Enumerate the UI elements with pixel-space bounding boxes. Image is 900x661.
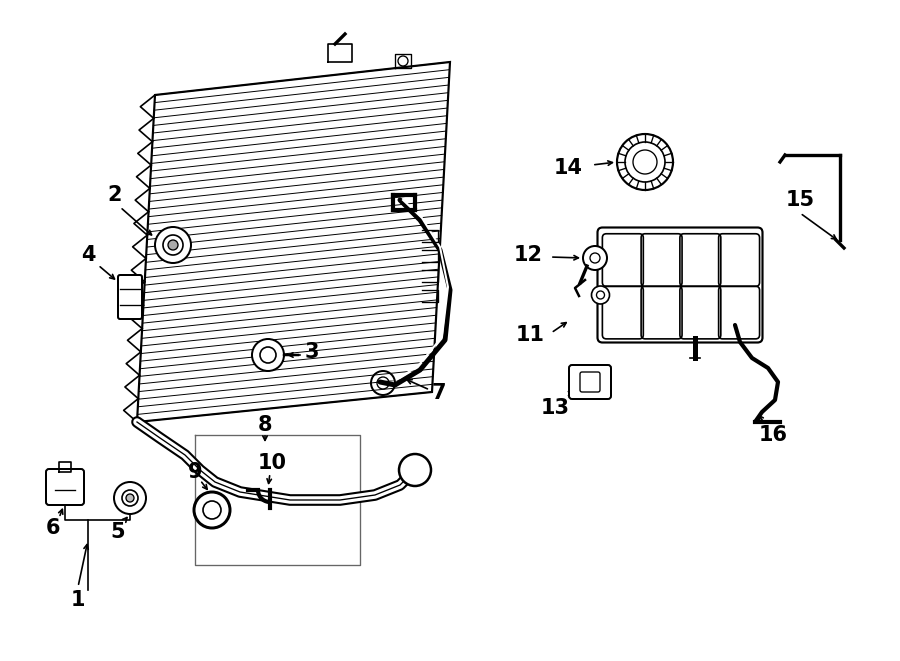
Text: 14: 14: [554, 158, 583, 178]
Text: 15: 15: [786, 190, 815, 210]
Circle shape: [114, 482, 146, 514]
Circle shape: [122, 490, 138, 506]
Text: 1: 1: [71, 590, 86, 610]
Circle shape: [126, 494, 134, 502]
Text: 4: 4: [81, 245, 95, 265]
FancyBboxPatch shape: [118, 275, 142, 319]
FancyBboxPatch shape: [569, 365, 611, 399]
Text: 8: 8: [257, 415, 272, 435]
Circle shape: [399, 454, 431, 486]
Text: 7: 7: [432, 383, 446, 403]
Text: 10: 10: [257, 453, 286, 473]
Text: 2: 2: [108, 185, 122, 205]
Text: 16: 16: [759, 425, 788, 445]
Circle shape: [168, 240, 178, 250]
Text: 13: 13: [541, 398, 570, 418]
Circle shape: [194, 492, 230, 528]
Text: 12: 12: [514, 245, 543, 265]
Text: 11: 11: [516, 325, 545, 345]
Circle shape: [591, 286, 609, 304]
Circle shape: [203, 501, 221, 519]
Text: 5: 5: [111, 522, 125, 542]
FancyBboxPatch shape: [598, 227, 762, 342]
Circle shape: [155, 227, 191, 263]
FancyBboxPatch shape: [46, 469, 84, 505]
Circle shape: [260, 347, 276, 363]
Text: 3: 3: [305, 342, 320, 362]
Text: 6: 6: [46, 518, 60, 538]
Circle shape: [252, 339, 284, 371]
Text: 9: 9: [188, 462, 202, 482]
Circle shape: [617, 134, 673, 190]
Circle shape: [163, 235, 183, 255]
Circle shape: [583, 246, 607, 270]
